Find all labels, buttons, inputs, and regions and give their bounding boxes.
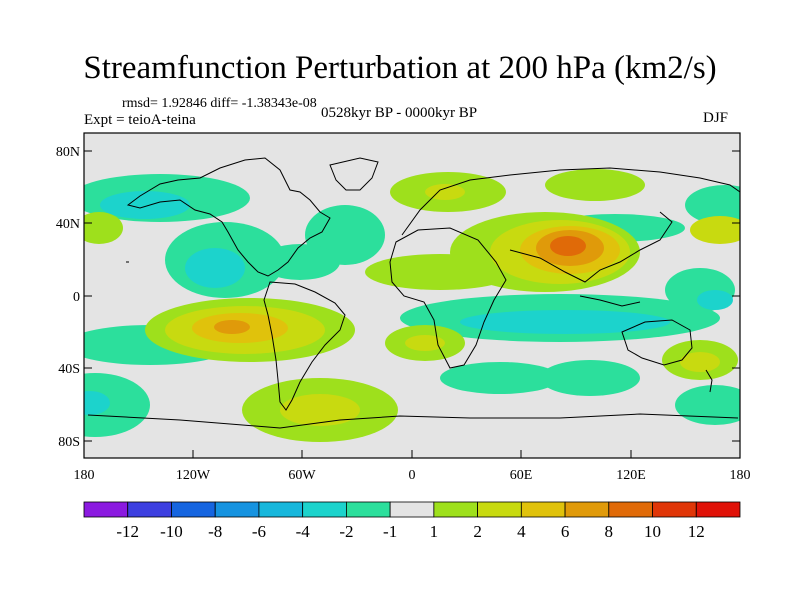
x-ticks xyxy=(83,450,741,458)
colorbar-swatch xyxy=(83,501,129,518)
colorbar-label: -2 xyxy=(339,522,353,541)
y-ticks xyxy=(84,150,740,442)
experiment-label: Expt = teioA-teina xyxy=(84,112,196,128)
colorbar-label: 6 xyxy=(561,522,570,541)
x-label: 120E xyxy=(616,468,646,483)
x-label: 120W xyxy=(176,468,211,483)
colorbar-swatch xyxy=(389,501,435,518)
season-label: DJF xyxy=(703,110,729,126)
colorbar-swatch xyxy=(433,501,479,518)
colorbar-label: -1 xyxy=(383,522,397,541)
y-label: 80S xyxy=(58,435,80,450)
y-label: 80N xyxy=(56,145,80,160)
x-label: 60E xyxy=(510,468,533,483)
colorbar-label: 1 xyxy=(430,522,439,541)
colorbar-swatch xyxy=(520,501,566,518)
colorbar-swatch xyxy=(127,501,172,518)
y-label: 40N xyxy=(56,217,80,232)
x-label: 0 xyxy=(409,468,416,483)
colorbar-label: 10 xyxy=(644,522,661,541)
period-label: 0528kyr BP - 0000kyr BP xyxy=(321,105,478,121)
colorbar-swatch xyxy=(477,501,522,518)
chart-title: Streamfunction Perturbation at 200 hPa (… xyxy=(83,50,717,86)
y-label: 40S xyxy=(58,362,80,377)
colorbar-swatch xyxy=(258,501,304,518)
colorbar-swatch xyxy=(564,501,610,518)
colorbar-label: -8 xyxy=(208,522,222,541)
x-label: 60W xyxy=(288,468,316,483)
y-label: 0 xyxy=(73,290,80,305)
colorbar-label: 4 xyxy=(517,522,526,541)
colorbar-label: -4 xyxy=(296,522,311,541)
colorbar-label: 2 xyxy=(473,522,482,541)
colorbar-swatch xyxy=(652,501,697,518)
colorbar-label: 8 xyxy=(605,522,614,541)
colorbar-label: 12 xyxy=(688,522,705,541)
colorbar-label: -6 xyxy=(252,522,266,541)
stats-subtitle: rmsd= 1.92846 diff= -1.38343e-08 xyxy=(122,96,317,111)
x-label: 180 xyxy=(730,468,751,483)
colorbar-swatch xyxy=(214,501,260,518)
colorbar-label: -10 xyxy=(160,522,183,541)
colorbar-swatch xyxy=(345,501,391,518)
colorbar-swatch xyxy=(302,501,347,518)
colorbar-swatch xyxy=(608,501,653,518)
x-axis-labels: 180 120W 60W 0 60E 120E 180 xyxy=(74,468,751,483)
colorbar-swatch xyxy=(695,501,741,518)
coastlines xyxy=(87,157,740,429)
colorbar-swatch xyxy=(171,501,216,518)
colorbar-label: -12 xyxy=(116,522,139,541)
contour-fields xyxy=(84,169,740,442)
x-label: 180 xyxy=(74,468,95,483)
colorbar-labels: -12 -10 -8 -6 -4 -2 -1 1 2 4 6 8 10 12 xyxy=(116,522,704,541)
colorbar xyxy=(83,501,741,518)
y-axis-labels: 80N 40N 0 40S 80S xyxy=(56,145,80,450)
